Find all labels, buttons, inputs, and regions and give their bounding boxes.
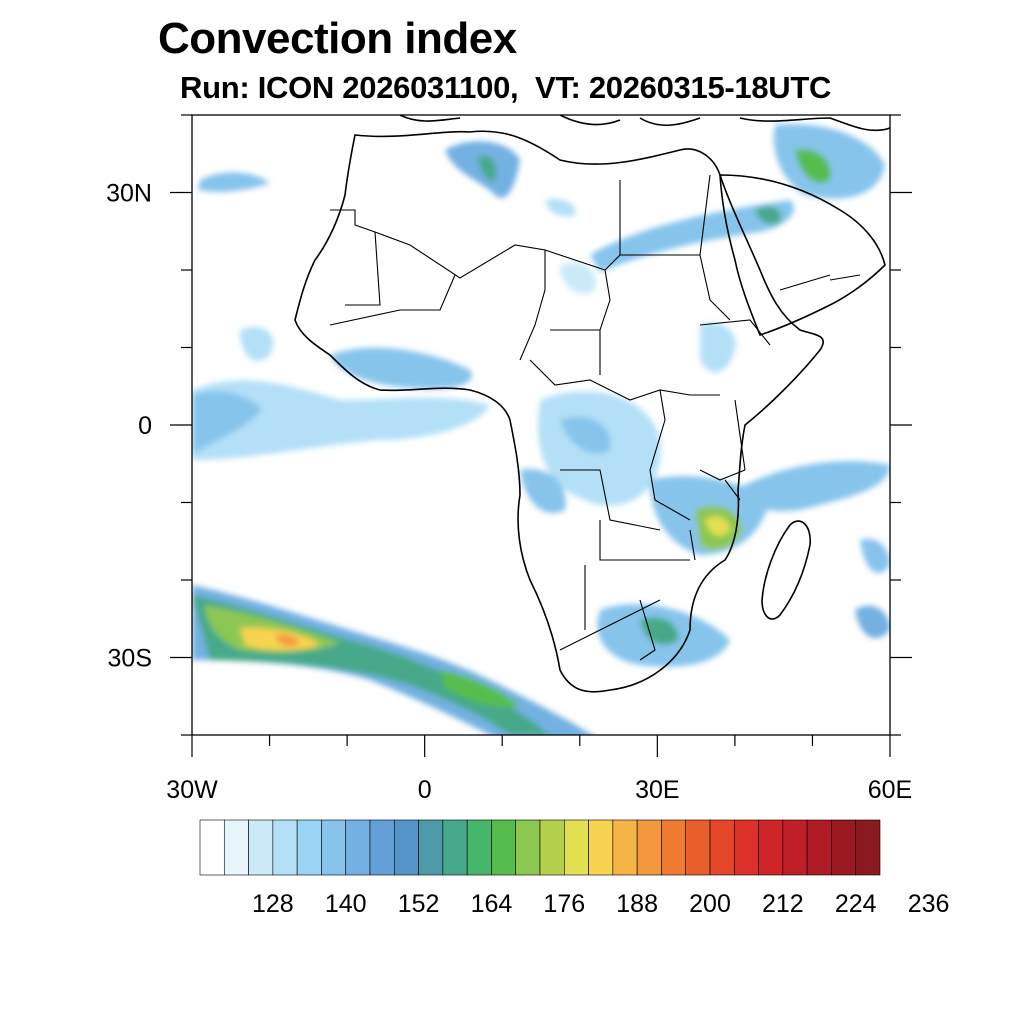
colorbar-box bbox=[733, 819, 759, 876]
field-area-south-atlantic-peak bbox=[275, 634, 299, 647]
country-borders bbox=[329, 174, 861, 661]
field-area-equatorial-atlantic bbox=[192, 380, 490, 460]
colorbar-box bbox=[782, 819, 808, 876]
africa-coastline bbox=[294, 130, 824, 693]
europe-coastline bbox=[399, 115, 890, 132]
colorbar-box bbox=[636, 819, 662, 876]
field-area-egypt-band bbox=[590, 200, 794, 272]
y-tick-label: 30N bbox=[106, 180, 152, 208]
colorbar-label: 224 bbox=[835, 890, 877, 918]
colorbar-label: 152 bbox=[398, 890, 440, 918]
colorbar-box bbox=[539, 819, 565, 876]
field-area-gabon bbox=[520, 469, 566, 514]
field-area-middle-east bbox=[773, 124, 885, 199]
axes: 30W 0 30E 60E 30N 0 30S bbox=[106, 114, 912, 804]
colorbar-box bbox=[418, 819, 444, 876]
field-area-ethiopia bbox=[700, 322, 736, 373]
border-lines bbox=[329, 174, 861, 661]
colorbar-box bbox=[515, 819, 541, 876]
field-area-middle-east-core bbox=[795, 149, 831, 184]
colorbar-label: 212 bbox=[762, 890, 804, 918]
colorbar-box bbox=[661, 819, 687, 876]
colorbar-box bbox=[223, 819, 249, 876]
colorbar-label: 188 bbox=[616, 890, 658, 918]
madagascar-coastline bbox=[761, 520, 811, 620]
field-area-atlantic-north bbox=[240, 326, 274, 361]
colorbar-box bbox=[758, 819, 784, 876]
colorbar-label: 200 bbox=[689, 890, 731, 918]
y-tick-label: 30S bbox=[108, 645, 152, 673]
field-area-south-africa-core bbox=[640, 617, 679, 645]
colorbar-label: 140 bbox=[325, 890, 367, 918]
colorbar-label: 176 bbox=[543, 890, 585, 918]
colorbar-box bbox=[612, 819, 638, 876]
field-area-indian-ocean bbox=[735, 461, 890, 512]
field-area-indian-ocean-south bbox=[855, 605, 890, 639]
coastlines bbox=[294, 115, 890, 693]
field-area-mozambique-core bbox=[705, 516, 730, 536]
colorbar-box bbox=[491, 819, 517, 876]
field-area-west-africa bbox=[330, 347, 472, 390]
y-tick-label: 0 bbox=[138, 412, 152, 440]
field-area-congo-core bbox=[560, 416, 611, 454]
colorbar-box bbox=[831, 819, 857, 876]
colorbar-box bbox=[393, 819, 419, 876]
convection-field bbox=[192, 124, 890, 735]
colorbar-box bbox=[199, 819, 225, 876]
field-area-west-sahel bbox=[560, 262, 596, 294]
arabia-coastline bbox=[719, 174, 886, 336]
colorbar-box bbox=[369, 819, 395, 876]
colorbar-box bbox=[855, 819, 881, 876]
colorbar: 128 140 152 164 176 188 200 212 224 236 bbox=[199, 819, 950, 918]
colorbar-label: 164 bbox=[471, 890, 513, 918]
colorbar-box bbox=[442, 819, 468, 876]
colorbar-box bbox=[466, 819, 492, 876]
x-tick-label: 60E bbox=[868, 776, 912, 804]
colorbar-label: 236 bbox=[908, 890, 950, 918]
colorbar-box bbox=[296, 819, 322, 876]
colorbar-box bbox=[248, 819, 274, 876]
colorbar-box bbox=[563, 819, 589, 876]
x-tick-label: 30E bbox=[635, 776, 679, 804]
field-area-red-sea-core bbox=[755, 206, 781, 225]
colorbar-box bbox=[709, 819, 735, 876]
field-area-south-atlantic-tail bbox=[440, 670, 520, 708]
field-area-algeria-core bbox=[478, 155, 497, 182]
field-area-indian-ocean-east bbox=[860, 538, 890, 573]
colorbar-box bbox=[345, 819, 371, 876]
field-area-nw-atlantic bbox=[198, 172, 270, 193]
figure-subtitle: Run: ICON 2026031100, VT: 20260315-18UTC bbox=[180, 70, 832, 105]
colorbar-label: 128 bbox=[252, 890, 294, 918]
field-area-atlantic-west bbox=[192, 390, 262, 455]
colorbar-box bbox=[588, 819, 614, 876]
figure-title: Convection index bbox=[158, 14, 517, 63]
x-tick-label: 30W bbox=[166, 776, 218, 804]
colorbar-box bbox=[272, 819, 298, 876]
colorbar-box bbox=[806, 819, 832, 876]
field-area-sahel-light bbox=[545, 198, 576, 217]
x-tick-label: 0 bbox=[418, 776, 432, 804]
colorbar-box bbox=[685, 819, 711, 876]
colorbar-box bbox=[321, 819, 347, 876]
